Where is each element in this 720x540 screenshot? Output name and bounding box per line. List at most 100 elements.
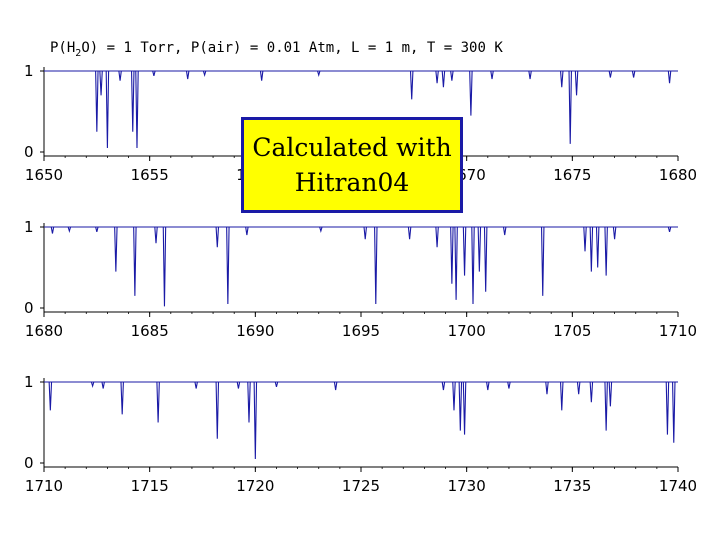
- x-tick-label: 1725: [342, 477, 380, 495]
- title-suffix: O) = 1 Torr, P(air) = 0.01 Atm, L = 1 m,…: [81, 40, 503, 56]
- absorption-line: [458, 381, 463, 431]
- absorption-line: [114, 226, 118, 272]
- absorption-line: [667, 226, 672, 232]
- absorption-line: [450, 70, 454, 81]
- absorption-line: [95, 226, 99, 232]
- absorption-line: [154, 226, 158, 244]
- absorption-line: [259, 70, 264, 81]
- x-tick-label: 1700: [448, 322, 486, 340]
- absorption-line: [441, 70, 446, 88]
- absorption-line: [507, 381, 511, 389]
- absorption-line: [247, 381, 251, 423]
- absorption-line: [99, 70, 103, 96]
- absorption-line: [528, 70, 532, 80]
- absorption-line: [236, 381, 241, 389]
- y-tick-label: 0: [24, 299, 34, 317]
- absorption-line: [409, 70, 414, 100]
- absorption-line: [462, 226, 467, 276]
- absorption-line: [319, 226, 323, 233]
- absorption-line: [156, 381, 160, 423]
- x-tick-label: 1730: [448, 477, 486, 495]
- absorption-line: [253, 381, 258, 459]
- absorption-line: [194, 381, 198, 389]
- absorption-line: [589, 381, 594, 403]
- x-tick-label: 1705: [553, 322, 591, 340]
- absorption-line: [483, 226, 488, 292]
- y-tick-label: 0: [24, 454, 34, 472]
- absorption-line: [101, 381, 105, 389]
- absorption-line: [560, 70, 564, 88]
- absorption-line: [317, 70, 321, 77]
- absorption-line: [604, 226, 608, 276]
- absorption-line: [490, 70, 494, 80]
- x-tick-label: 1735: [553, 477, 591, 495]
- absorption-line: [202, 70, 207, 77]
- x-tick-label: 1680: [659, 166, 697, 184]
- absorption-line: [435, 226, 439, 248]
- absorption-line: [608, 381, 613, 407]
- absorption-line: [245, 226, 249, 236]
- absorption-line: [462, 381, 467, 435]
- absorption-line: [471, 226, 475, 304]
- absorption-line: [486, 381, 490, 391]
- absorption-line: [152, 70, 156, 76]
- x-tick-label: 1715: [131, 477, 169, 495]
- chart-title: P(H2O) = 1 Torr, P(air) = 0.01 Atm, L = …: [50, 40, 503, 59]
- y-tick-label: 0: [24, 143, 34, 161]
- absorption-line: [407, 226, 412, 240]
- x-tick-label: 1650: [25, 166, 63, 184]
- calculated-with-callout: Calculated with Hitran04: [241, 117, 463, 213]
- absorption-line: [133, 226, 137, 296]
- absorption-line: [454, 226, 458, 300]
- absorption-line: [131, 70, 135, 132]
- x-tick-label: 1685: [131, 322, 169, 340]
- absorption-line: [162, 226, 167, 307]
- absorption-line: [631, 70, 636, 78]
- x-tick-label: 1655: [131, 166, 169, 184]
- absorption-line: [568, 70, 572, 144]
- y-tick-label: 1: [24, 218, 34, 236]
- absorption-line: [560, 381, 564, 411]
- absorption-line: [612, 226, 617, 240]
- absorption-line: [574, 70, 579, 96]
- absorption-line: [540, 226, 545, 296]
- absorption-line: [441, 381, 446, 391]
- absorption-line: [105, 70, 110, 148]
- absorption-line: [672, 381, 676, 443]
- callout-line-2: Hitran04: [294, 168, 410, 197]
- x-tick-label: 1695: [342, 322, 380, 340]
- absorption-line: [665, 381, 670, 435]
- absorption-line: [118, 70, 122, 81]
- absorption-line: [545, 381, 549, 395]
- x-tick-label: 1720: [236, 477, 274, 495]
- x-tick-label: 1680: [25, 322, 63, 340]
- absorption-line: [576, 381, 581, 395]
- absorption-line: [135, 70, 139, 148]
- absorption-line: [48, 381, 53, 411]
- absorption-line: [450, 226, 454, 284]
- absorption-line: [583, 226, 587, 252]
- absorption-line: [226, 226, 230, 304]
- x-tick-label: 1675: [553, 166, 591, 184]
- absorption-line: [120, 381, 124, 415]
- absorption-line: [502, 226, 507, 236]
- panel-3: 0 1 1710 1715 1720 1725 1730 1735 1740: [24, 373, 697, 495]
- absorption-line: [469, 70, 473, 116]
- absorption-line: [50, 226, 55, 234]
- title-prefix: P(H: [50, 40, 75, 56]
- absorption-line: [215, 381, 220, 439]
- panel-2: 0 1 1680 1685 1690 1695 1700 1705 1710: [24, 218, 697, 340]
- absorption-line: [595, 226, 600, 268]
- absorption-line: [452, 381, 456, 411]
- y-tick-label: 1: [24, 62, 34, 80]
- absorption-line: [185, 70, 190, 80]
- absorption-line: [435, 70, 439, 84]
- absorption-line: [604, 381, 608, 431]
- x-tick-label: 1710: [25, 477, 63, 495]
- absorption-line: [374, 226, 378, 304]
- x-tick-label: 1740: [659, 477, 697, 495]
- absorption-line: [608, 70, 613, 78]
- absorption-line: [274, 381, 279, 387]
- absorption-line: [363, 226, 367, 240]
